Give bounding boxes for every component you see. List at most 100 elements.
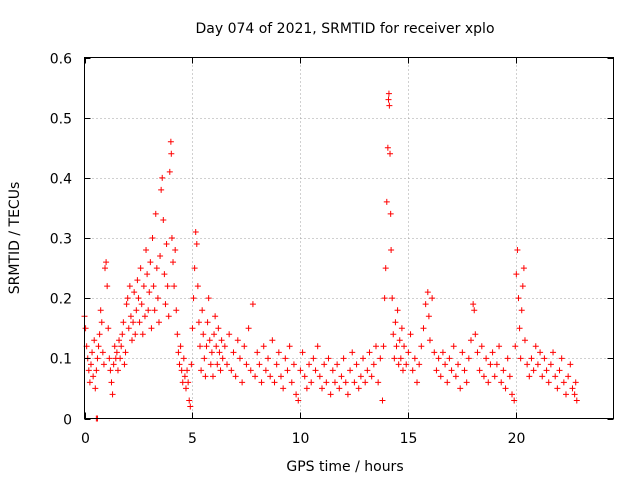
data-point	[517, 355, 524, 362]
data-point	[245, 325, 252, 332]
data-point	[105, 325, 112, 332]
data-point	[342, 379, 349, 386]
data-point	[381, 295, 388, 302]
data-point	[539, 373, 546, 380]
data-point	[567, 361, 574, 368]
data-point	[232, 373, 239, 380]
data-point	[97, 307, 104, 314]
data-point	[565, 373, 572, 380]
data-point	[204, 319, 211, 326]
y-tick-label: 0.2	[50, 292, 72, 308]
data-point	[94, 355, 101, 362]
data-point	[185, 379, 192, 386]
data-point	[422, 301, 429, 308]
data-point	[215, 325, 222, 332]
data-point	[216, 349, 223, 356]
data-point	[463, 379, 470, 386]
data-point	[489, 349, 496, 356]
data-point	[176, 361, 183, 368]
data-point	[433, 367, 440, 374]
data-point	[391, 355, 398, 362]
data-point	[450, 343, 457, 350]
y-tick-label: 0.6	[50, 52, 72, 68]
data-point	[102, 265, 109, 272]
data-point	[383, 198, 390, 205]
data-point	[228, 367, 235, 374]
data-point	[385, 96, 392, 103]
data-point	[166, 168, 173, 175]
data-point	[90, 373, 97, 380]
axis-ticks: 0 5 10 15 20 0 0.1 0.2 0.3 0.4 0.5 0.6	[50, 52, 614, 447]
data-point	[382, 265, 389, 272]
data-point	[241, 343, 248, 350]
data-point	[385, 90, 392, 97]
data-point	[168, 150, 175, 157]
data-point	[368, 373, 375, 380]
data-point	[439, 349, 446, 356]
data-point	[125, 325, 132, 332]
data-point	[173, 307, 180, 314]
data-point	[528, 355, 535, 362]
data-point	[512, 343, 519, 350]
y-tick-label: 0.1	[50, 352, 72, 368]
data-point	[349, 349, 356, 356]
data-point	[558, 355, 565, 362]
data-point	[511, 397, 518, 404]
data-point	[393, 343, 400, 350]
data-point	[334, 361, 341, 368]
data-point	[552, 373, 559, 380]
data-point	[144, 271, 151, 278]
data-point	[96, 331, 103, 338]
data-point	[211, 331, 218, 338]
data-point	[386, 102, 393, 109]
data-point	[141, 313, 148, 320]
data-point	[150, 283, 157, 290]
data-point	[92, 385, 99, 392]
data-point	[370, 361, 377, 368]
data-point	[82, 325, 89, 332]
data-point	[256, 361, 263, 368]
data-point	[502, 385, 509, 392]
data-point	[139, 331, 146, 338]
data-point	[106, 355, 113, 362]
data-point	[414, 379, 421, 386]
data-point	[398, 325, 405, 332]
data-point	[384, 144, 391, 151]
data-point	[254, 349, 261, 356]
data-point	[267, 373, 274, 380]
data-point	[182, 385, 189, 392]
data-point	[471, 307, 478, 314]
data-points	[81, 90, 580, 422]
data-point	[515, 295, 522, 302]
data-point	[212, 313, 219, 320]
data-point	[483, 355, 490, 362]
data-point	[262, 367, 269, 374]
data-point	[520, 265, 527, 272]
data-point	[136, 319, 143, 326]
data-point	[493, 361, 500, 368]
data-point	[347, 367, 354, 374]
data-point	[491, 373, 498, 380]
data-point	[416, 361, 423, 368]
data-point	[387, 210, 394, 217]
data-point	[534, 361, 541, 368]
data-point	[205, 295, 212, 302]
data-point	[325, 355, 332, 362]
data-point	[485, 379, 492, 386]
data-point	[321, 361, 328, 368]
data-point	[155, 319, 162, 326]
x-tick-label: 5	[188, 431, 197, 447]
data-point	[331, 379, 338, 386]
data-point	[310, 355, 317, 362]
data-point	[426, 337, 433, 344]
data-point	[108, 379, 115, 386]
data-point	[217, 367, 224, 374]
data-point	[122, 349, 129, 356]
data-point	[165, 313, 172, 320]
data-point	[85, 367, 92, 374]
data-point	[181, 373, 188, 380]
data-point	[99, 349, 106, 356]
data-point	[377, 355, 384, 362]
data-point	[178, 367, 185, 374]
data-point	[190, 295, 197, 302]
